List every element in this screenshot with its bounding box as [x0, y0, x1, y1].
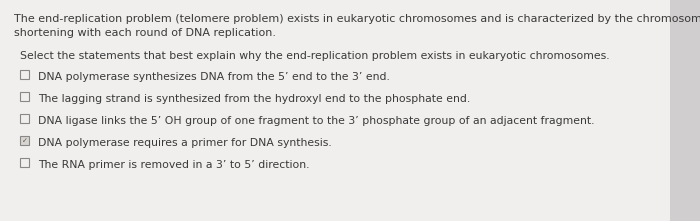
- Bar: [20, 136, 29, 145]
- Text: shortening with each round of DNA replication.: shortening with each round of DNA replic…: [14, 28, 276, 38]
- Bar: [20, 158, 29, 167]
- Text: The lagging strand is synthesized from the hydroxyl end to the phosphate end.: The lagging strand is synthesized from t…: [38, 94, 470, 104]
- Text: DNA polymerase requires a primer for DNA synthesis.: DNA polymerase requires a primer for DNA…: [38, 138, 332, 148]
- Text: The end-replication problem (telomere problem) exists in eukaryotic chromosomes : The end-replication problem (telomere pr…: [14, 14, 700, 24]
- Text: The RNA primer is removed in a 3’ to 5’ direction.: The RNA primer is removed in a 3’ to 5’ …: [38, 160, 309, 170]
- Text: ✓: ✓: [22, 137, 27, 143]
- Text: DNA polymerase synthesizes DNA from the 5’ end to the 3’ end.: DNA polymerase synthesizes DNA from the …: [38, 72, 390, 82]
- Bar: [20, 70, 29, 79]
- Text: DNA ligase links the 5’ OH group of one fragment to the 3’ phosphate group of an: DNA ligase links the 5’ OH group of one …: [38, 116, 594, 126]
- Bar: [20, 92, 29, 101]
- Text: Select the statements that best explain why the end-replication problem exists i: Select the statements that best explain …: [20, 51, 610, 61]
- Bar: [20, 114, 29, 123]
